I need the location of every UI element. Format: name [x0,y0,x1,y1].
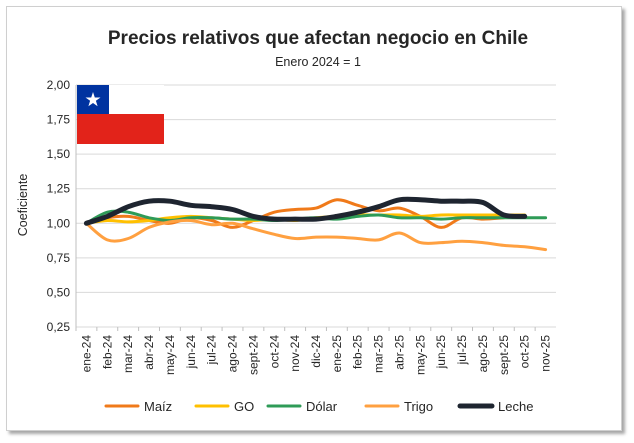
x-tick-label: mar-24 [121,335,135,373]
y-tick-label: 0,50 [47,285,71,299]
y-tick-label: 1,50 [47,147,71,161]
legend-label-dolar: Dólar [306,399,338,414]
y-tick-label: 2,00 [47,78,71,92]
x-tick-label: sept-25 [497,335,511,375]
chart-subtitle: Enero 2024 = 1 [275,55,361,69]
x-tick-label: nov-25 [539,335,553,372]
x-tick-label: jul-24 [205,335,219,366]
series-lines [83,196,548,252]
y-tick-label: 1,00 [47,216,71,230]
x-tick-label: feb-24 [100,335,114,369]
x-tick-label: ago-24 [226,335,240,373]
series-line-trigo [84,218,548,252]
x-tick-label: mar-25 [372,335,386,373]
legend: Maíz GO Dólar Trigo Leche [104,399,533,414]
x-tick-label: ene-25 [330,335,344,373]
x-tick-label: jul-25 [455,335,469,366]
y-tick-label: 1,75 [47,113,71,127]
y-tick-label: 0,75 [47,251,71,265]
x-tick-label: oct-25 [518,335,532,369]
x-tick-label: abr-25 [392,335,406,370]
y-tick-label: 0,25 [47,320,71,334]
legend-label-leche: Leche [498,399,533,414]
x-tick-label: feb-25 [351,335,365,369]
x-tick-label: may-25 [413,335,427,375]
x-tick-labels: ene-24 feb-24 mar-24 abr-24 may-24 jun-24 jul-… [75,327,553,375]
x-tick-label: sept-24 [246,335,260,375]
x-tick-label: ago-25 [476,335,490,373]
gridlines [75,84,556,328]
chile-flag-icon [77,85,164,144]
x-tick-label: jun-24 [184,335,198,370]
y-axis-label: Coeficiente [16,174,30,237]
legend-label-go: GO [234,399,254,414]
x-tick-label: ene-24 [79,335,93,373]
y-tick-label: 1,25 [47,182,71,196]
x-tick-label: jun-25 [434,335,448,370]
legend-label-trigo: Trigo [404,399,433,414]
x-tick-label: abr-24 [142,335,156,370]
chart-title: Precios relativos que afectan negocio en… [108,28,528,49]
legend-label-maiz: Maíz [144,399,172,414]
x-tick-label: dic-24 [309,335,323,368]
series-line-leche [83,196,528,226]
x-tick-label: oct-24 [267,335,281,369]
x-tick-label: nov-24 [288,335,302,372]
y-tick-labels: 0,25 0,50 0,75 1,00 1,25 1,50 1,75 2,00 [47,78,71,334]
x-tick-label: may-24 [163,335,177,375]
series-line-maiz [84,198,506,229]
